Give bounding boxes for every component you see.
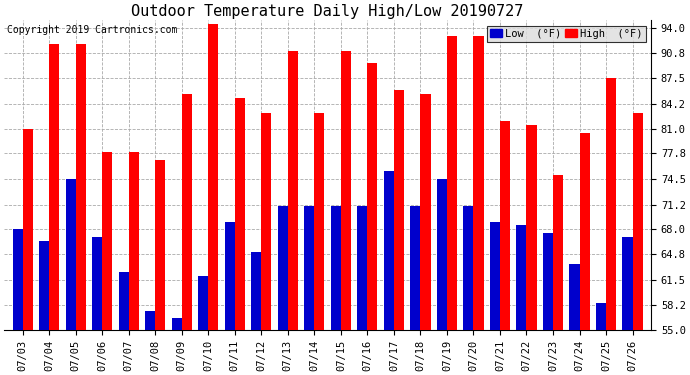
Bar <box>580 132 589 330</box>
Bar <box>543 233 553 330</box>
Bar <box>129 152 139 330</box>
Bar <box>394 90 404 330</box>
Bar <box>208 24 219 330</box>
Bar <box>331 206 341 330</box>
Bar <box>437 179 447 330</box>
Bar <box>516 225 526 330</box>
Bar <box>49 44 59 330</box>
Bar <box>367 63 377 330</box>
Bar <box>384 171 394 330</box>
Text: Copyright 2019 Cartronics.com: Copyright 2019 Cartronics.com <box>8 25 178 35</box>
Bar <box>464 206 473 330</box>
Bar <box>357 206 367 330</box>
Bar <box>198 276 208 330</box>
Bar <box>411 206 420 330</box>
Bar <box>119 272 129 330</box>
Bar <box>341 51 351 330</box>
Bar <box>526 125 537 330</box>
Bar <box>39 241 49 330</box>
Bar <box>304 206 315 330</box>
Bar <box>155 160 166 330</box>
Bar <box>235 98 245 330</box>
Bar <box>172 318 181 330</box>
Bar <box>66 179 76 330</box>
Bar <box>92 237 102 330</box>
Bar <box>315 113 324 330</box>
Bar <box>473 36 484 330</box>
Bar <box>145 310 155 330</box>
Bar <box>102 152 112 330</box>
Bar <box>596 303 606 330</box>
Bar <box>633 113 642 330</box>
Bar <box>500 121 510 330</box>
Bar <box>251 252 262 330</box>
Bar <box>553 175 563 330</box>
Bar <box>490 222 500 330</box>
Bar <box>569 264 580 330</box>
Bar <box>288 51 298 330</box>
Bar <box>622 237 633 330</box>
Bar <box>181 94 192 330</box>
Bar <box>606 78 616 330</box>
Title: Outdoor Temperature Daily High/Low 20190727: Outdoor Temperature Daily High/Low 20190… <box>132 4 524 19</box>
Bar <box>23 129 33 330</box>
Bar <box>76 44 86 330</box>
Bar <box>262 113 271 330</box>
Bar <box>12 229 23 330</box>
Legend: Low  (°F), High  (°F): Low (°F), High (°F) <box>486 26 646 42</box>
Bar <box>225 222 235 330</box>
Bar <box>420 94 431 330</box>
Bar <box>278 206 288 330</box>
Bar <box>447 36 457 330</box>
